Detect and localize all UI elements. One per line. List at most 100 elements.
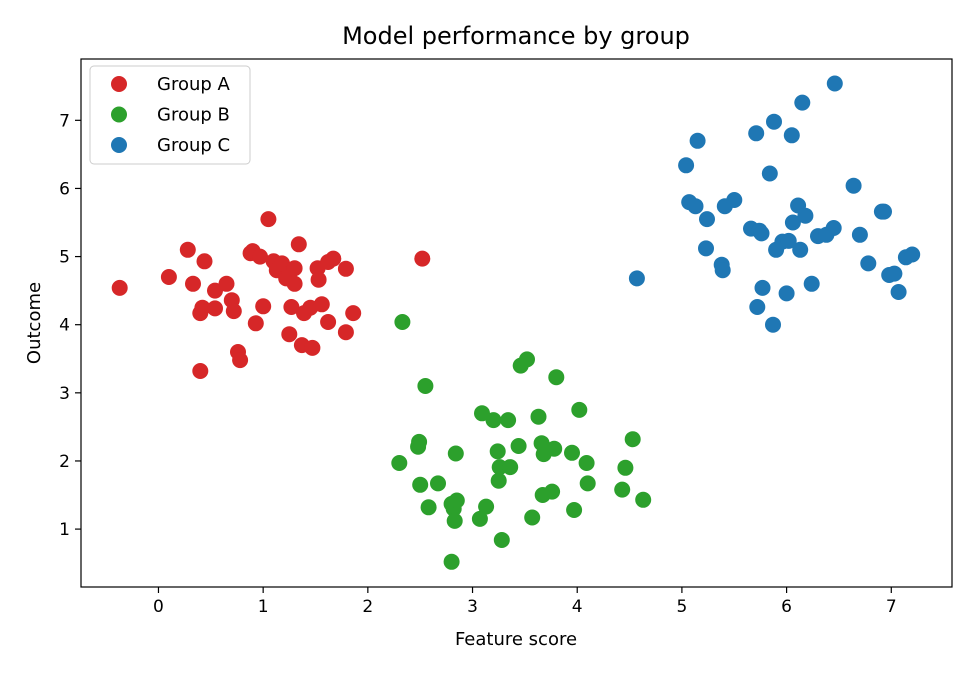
point-series-2-19 [489, 443, 506, 460]
point-series-3-29 [794, 94, 811, 111]
point-series-2-40 [579, 475, 596, 492]
point-series-2-28 [524, 509, 541, 526]
point-series-3-19 [765, 316, 781, 333]
point-series-3-11 [726, 192, 743, 208]
point-series-2-22 [493, 532, 510, 548]
x-tick-label-1: 1 [258, 597, 269, 617]
point-series-2-7 [420, 499, 437, 516]
point-series-1-9 [207, 282, 223, 299]
point-series-2-15 [471, 510, 488, 527]
legend-marker-3 [111, 137, 127, 153]
point-series-3-5 [689, 132, 706, 149]
point-series-3-31 [803, 275, 820, 292]
point-series-2-38 [571, 401, 588, 418]
plot-area-frame [80, 58, 953, 588]
x-tick-label-7: 7 [886, 597, 897, 617]
y-tick-label-5: 6 [59, 179, 70, 199]
point-series-2-43 [624, 431, 641, 448]
point-series-2-36 [564, 444, 580, 461]
point-series-1-13 [225, 303, 242, 320]
y-tick-label-2: 3 [59, 384, 70, 404]
point-series-2-35 [548, 369, 565, 386]
point-series-1-2 [160, 269, 177, 285]
point-series-1-21 [260, 211, 277, 228]
x-tick-label-5: 5 [676, 597, 687, 617]
point-series-3-14 [749, 299, 766, 315]
point-series-1-31 [290, 236, 307, 253]
point-series-2-25 [510, 438, 527, 454]
point-series-2-34 [546, 440, 563, 457]
point-series-1-30 [286, 275, 303, 292]
point-series-3-18 [761, 165, 778, 182]
point-series-3-40 [876, 203, 892, 220]
point-series-3-2 [678, 157, 695, 174]
point-series-1-37 [310, 271, 327, 288]
x-tick-label-4: 4 [572, 597, 583, 617]
point-series-2-23 [500, 412, 517, 429]
point-series-2-4 [411, 433, 428, 450]
point-series-2-17 [478, 498, 495, 515]
point-series-1-42 [337, 260, 354, 277]
legend-marker-1 [111, 76, 127, 92]
point-series-2-24 [502, 459, 519, 476]
legend: Group A Group B Group C [89, 65, 251, 165]
point-series-2-6 [417, 378, 434, 394]
point-series-1-19 [252, 248, 268, 265]
point-series-1-41 [325, 250, 342, 267]
point-series-1-15 [232, 352, 249, 369]
point-series-1-43 [337, 324, 354, 341]
point-series-3-37 [851, 226, 868, 243]
point-series-2-2 [394, 314, 411, 330]
point-series-2-12 [447, 445, 464, 462]
point-series-3-13 [748, 125, 765, 142]
legend-marker-2 [111, 106, 127, 123]
point-series-2-37 [566, 502, 583, 518]
point-series-3-6 [698, 240, 714, 257]
x-tick-label-3: 3 [467, 597, 478, 617]
point-series-1-44 [345, 305, 362, 322]
legend-label-3: Group C [157, 135, 230, 156]
y-tick-label-0: 1 [59, 520, 70, 540]
y-tick-label-6: 7 [59, 111, 70, 131]
legend-entries: Group A Group B Group C [111, 74, 231, 156]
point-series-2-14 [443, 553, 460, 570]
point-series-1-11 [218, 275, 235, 292]
legend-label-2: Group B [157, 105, 230, 126]
y-tick-label-3: 4 [59, 316, 70, 336]
point-series-3-7 [699, 211, 715, 228]
y-axis: 1 2 3 4 5 6 7 [59, 111, 81, 540]
point-series-2-16 [474, 405, 490, 422]
point-series-3-9 [714, 262, 731, 279]
x-axis: 0 1 2 3 4 5 6 7 [153, 587, 897, 617]
point-series-3-45 [904, 246, 921, 263]
point-series-2-29 [530, 408, 547, 425]
point-series-1-35 [304, 339, 321, 356]
x-tick-label-2: 2 [362, 597, 373, 617]
point-series-1-4 [185, 275, 201, 292]
point-series-2-1 [391, 455, 408, 471]
point-series-1-3 [179, 241, 196, 258]
point-series-1-6 [194, 299, 211, 316]
point-series-2-44 [635, 491, 652, 508]
point-series-3-16 [753, 225, 770, 242]
point-series-1-45 [414, 250, 431, 267]
point-series-3-38 [860, 255, 877, 272]
point-series-3-36 [845, 177, 862, 194]
chart-title: Model performance by group [342, 22, 690, 50]
point-series-3-42 [886, 265, 903, 282]
x-axis-label: Feature score [455, 629, 577, 650]
y-tick-label-4: 5 [59, 248, 70, 268]
point-series-3-20 [766, 113, 782, 130]
point-series-2-42 [617, 459, 634, 476]
point-series-2-41 [614, 481, 631, 498]
point-series-3-4 [687, 198, 704, 215]
point-series-1-28 [283, 299, 300, 315]
point-series-3-23 [778, 285, 795, 302]
point-series-1-38 [313, 296, 330, 313]
x-tick-label-6: 6 [781, 597, 792, 617]
point-series-3-25 [783, 127, 800, 144]
point-series-1-8 [192, 363, 209, 379]
point-series-3-26 [784, 214, 801, 231]
point-series-3-35 [826, 75, 843, 92]
